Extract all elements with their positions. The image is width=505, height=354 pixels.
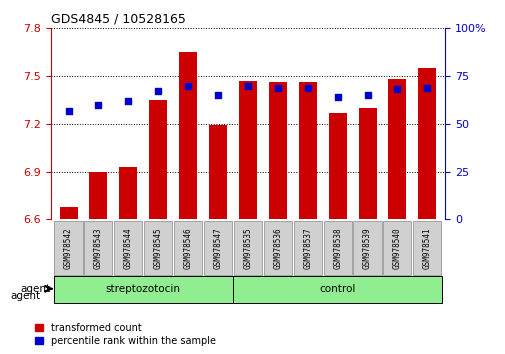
- FancyBboxPatch shape: [293, 221, 321, 275]
- Text: GSM978547: GSM978547: [213, 227, 222, 269]
- FancyBboxPatch shape: [413, 221, 440, 275]
- Point: [392, 87, 400, 92]
- FancyBboxPatch shape: [323, 221, 351, 275]
- Point: [243, 83, 251, 88]
- Point: [64, 108, 72, 113]
- Point: [303, 85, 311, 90]
- Bar: [298, 82, 316, 219]
- Text: GDS4845 / 10528165: GDS4845 / 10528165: [50, 13, 185, 26]
- FancyBboxPatch shape: [353, 221, 381, 275]
- Text: GSM978541: GSM978541: [422, 227, 431, 269]
- Bar: [149, 100, 167, 219]
- FancyBboxPatch shape: [233, 221, 262, 275]
- Point: [333, 94, 341, 100]
- Bar: [238, 81, 257, 219]
- Bar: [328, 113, 346, 219]
- FancyBboxPatch shape: [174, 221, 202, 275]
- Text: GSM978537: GSM978537: [302, 227, 312, 269]
- Text: control: control: [319, 284, 355, 294]
- Bar: [418, 68, 435, 219]
- FancyBboxPatch shape: [84, 221, 112, 275]
- Text: agent: agent: [21, 284, 51, 294]
- Bar: [388, 79, 406, 219]
- Point: [363, 92, 371, 98]
- Text: GSM978538: GSM978538: [332, 227, 341, 269]
- FancyBboxPatch shape: [54, 276, 232, 303]
- Legend: transformed count, percentile rank within the sample: transformed count, percentile rank withi…: [35, 323, 215, 346]
- Point: [214, 92, 222, 98]
- FancyBboxPatch shape: [114, 221, 142, 275]
- FancyBboxPatch shape: [204, 221, 232, 275]
- Bar: [179, 52, 197, 219]
- FancyBboxPatch shape: [383, 221, 411, 275]
- Text: GSM978542: GSM978542: [64, 227, 73, 269]
- FancyBboxPatch shape: [263, 221, 291, 275]
- Bar: [89, 172, 107, 219]
- Point: [423, 85, 431, 90]
- Bar: [209, 125, 227, 219]
- Text: GSM978539: GSM978539: [362, 227, 371, 269]
- Text: GSM978545: GSM978545: [154, 227, 163, 269]
- FancyBboxPatch shape: [144, 221, 172, 275]
- Text: GSM978536: GSM978536: [273, 227, 282, 269]
- Bar: [119, 167, 137, 219]
- Text: agent: agent: [10, 291, 40, 301]
- Text: GSM978540: GSM978540: [392, 227, 401, 269]
- Point: [184, 83, 192, 88]
- Point: [273, 85, 281, 90]
- Text: GSM978546: GSM978546: [183, 227, 192, 269]
- Point: [154, 88, 162, 94]
- Bar: [268, 82, 286, 219]
- Text: streptozotocin: streptozotocin: [106, 284, 180, 294]
- Text: GSM978544: GSM978544: [124, 227, 133, 269]
- Point: [124, 98, 132, 104]
- Text: GSM978535: GSM978535: [243, 227, 252, 269]
- Bar: [358, 108, 376, 219]
- FancyBboxPatch shape: [232, 276, 441, 303]
- FancyBboxPatch shape: [55, 221, 82, 275]
- Text: GSM978543: GSM978543: [94, 227, 103, 269]
- Bar: [60, 207, 77, 219]
- Point: [94, 102, 103, 108]
